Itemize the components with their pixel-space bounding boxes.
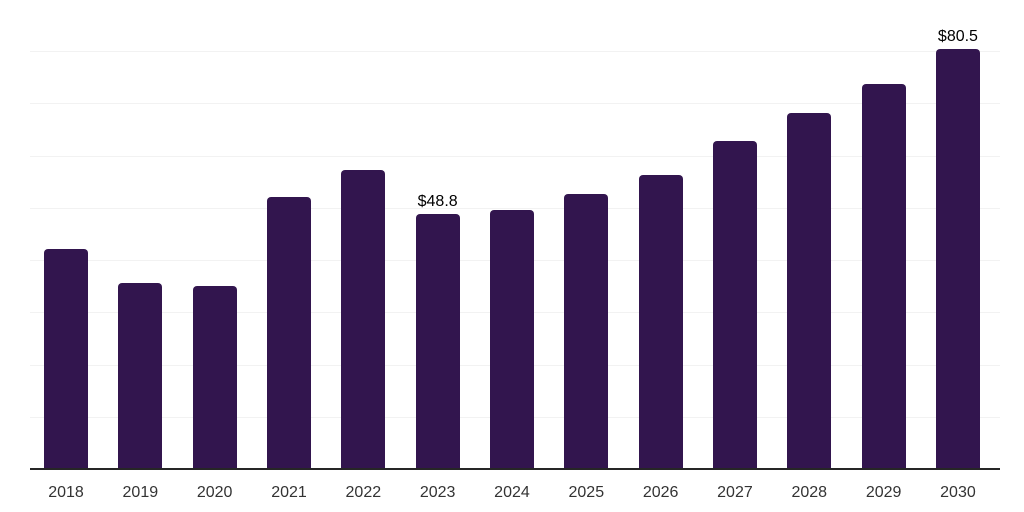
x-tick-2029: 2029	[865, 484, 902, 501]
bar-2027	[712, 140, 757, 469]
gridline-70	[30, 103, 1000, 105]
bar-2029	[861, 84, 906, 469]
x-tick-2030: 2030	[940, 484, 976, 501]
x-tick-2020: 2020	[196, 484, 233, 501]
gridline-50	[30, 207, 1000, 209]
data-label-2023: $48.8	[417, 193, 458, 211]
bar-2024	[489, 210, 534, 469]
gridline-80	[30, 51, 1000, 53]
bar-2022	[341, 170, 386, 469]
bar-2021	[266, 196, 311, 469]
bar-2023: $48.8	[415, 194, 460, 469]
x-tick-2023: 2023	[419, 484, 456, 501]
x-tick-2019: 2019	[122, 484, 159, 501]
bars-row: $48.8 $80.5	[44, 0, 980, 469]
x-axis-line	[30, 468, 1000, 470]
bar-2026	[638, 174, 683, 469]
bar-2019	[118, 283, 163, 469]
bar-2030: $80.5	[935, 28, 980, 469]
bar-2020	[192, 286, 237, 469]
x-axis-labels: 2018 2019 2020 2021 2022 2023 2024 2025 2026 2027…	[44, 484, 980, 502]
bar-2025	[564, 193, 609, 469]
x-tick-2025: 2025	[568, 484, 605, 501]
data-label-2030: $80.5	[937, 27, 978, 45]
x-tick-2018: 2018	[48, 484, 84, 501]
x-tick-2022: 2022	[345, 484, 382, 501]
x-tick-2028: 2028	[791, 484, 828, 501]
chart-plot-area: $48.8 $80.5	[30, 0, 1000, 470]
x-tick-2026: 2026	[642, 484, 679, 501]
x-tick-2027: 2027	[717, 484, 753, 501]
x-tick-2024: 2024	[494, 484, 530, 501]
bar-2028	[787, 113, 832, 469]
gridline-60	[30, 155, 1000, 157]
x-tick-2021: 2021	[271, 484, 307, 501]
bar-2018	[44, 249, 88, 469]
